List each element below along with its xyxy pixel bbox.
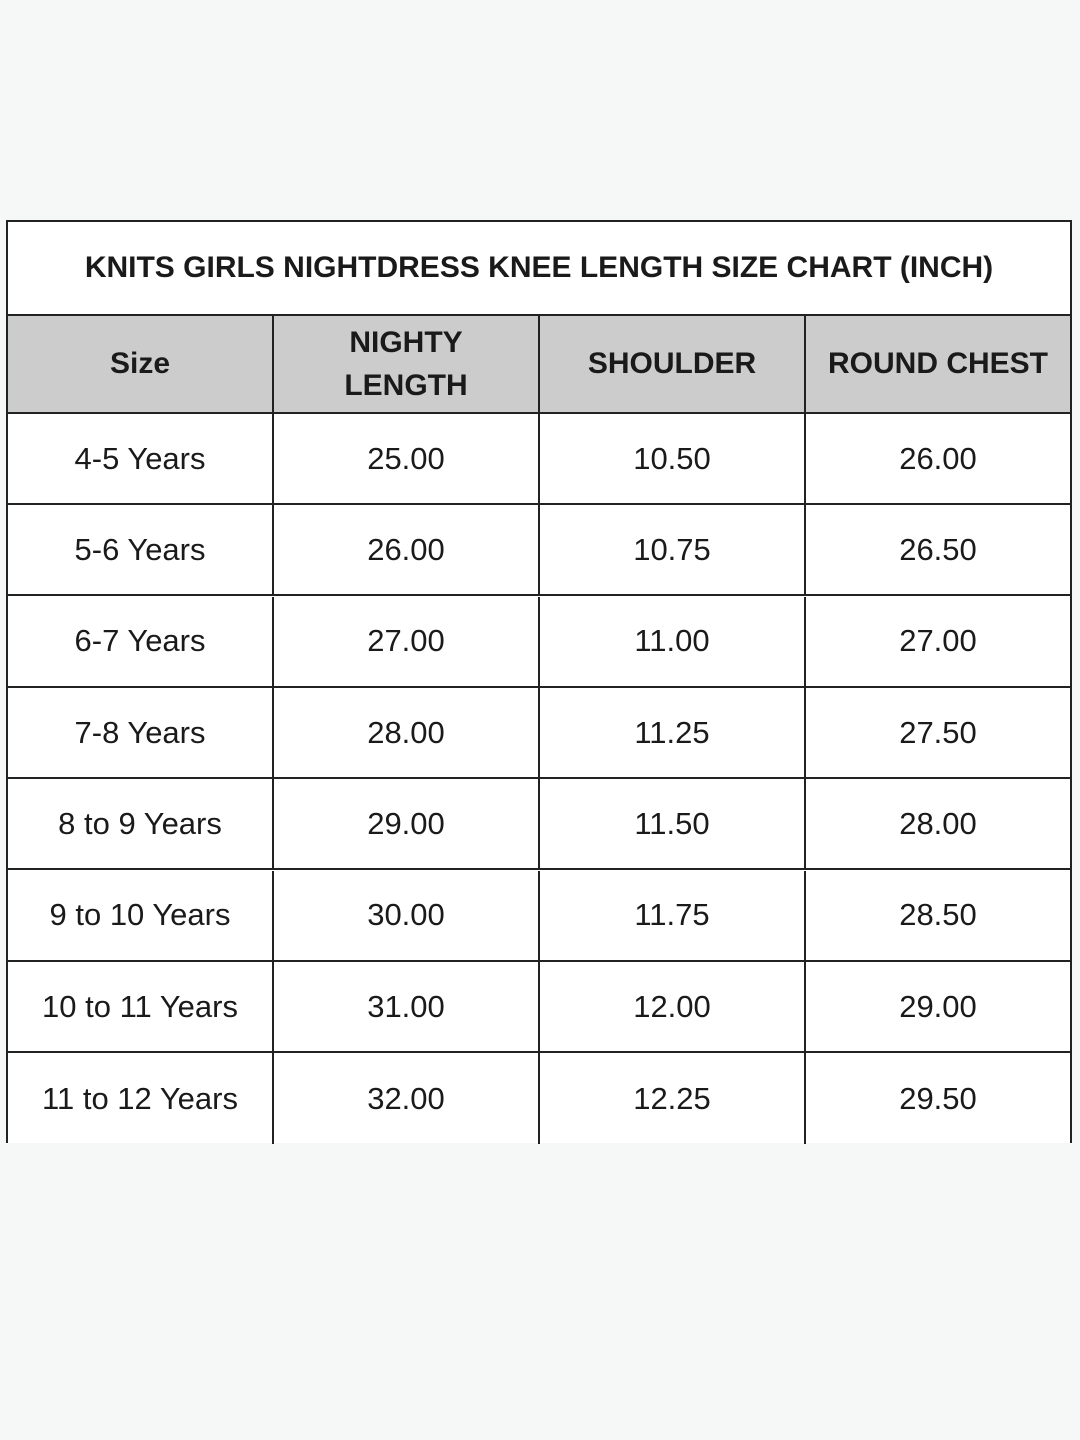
table-row: 9 to 10 Years 30.00 11.75 28.50: [8, 870, 1070, 962]
table-row: 6-7 Years 27.00 11.00 27.00: [8, 596, 1070, 688]
cell-round-chest: 28.00: [899, 805, 977, 841]
cell-size: 10 to 11 Years: [8, 961, 274, 1051]
cell-nighty-length: 27.00: [274, 596, 540, 686]
cell-round-chest: 29.50: [899, 1080, 977, 1116]
cell-size: 5-6 Years: [8, 505, 274, 595]
cell-shoulder: 10.50: [540, 414, 806, 503]
table-row: 4-5 Years 25.00 10.50 26.00: [8, 414, 1070, 505]
cell-shoulder: 11.50: [540, 779, 806, 869]
table-row: 7-8 Years 28.00 11.25 27.50: [8, 687, 1070, 779]
cell-nighty-length: 28.00: [274, 687, 540, 777]
size-chart-table: KNITS GIRLS NIGHTDRESS KNEE LENGTH SIZE …: [6, 220, 1072, 1145]
cell-size: 9 to 10 Years: [8, 870, 274, 960]
cell-round-chest: 29.00: [899, 988, 977, 1024]
cell-shoulder: 11.00: [540, 596, 806, 686]
cell-nighty-length: 25.00: [274, 414, 540, 503]
cell-size: 8 to 9 Years: [8, 779, 274, 869]
cell-shoulder: 12.25: [540, 1053, 806, 1145]
cell-round-chest: 26.00: [899, 440, 977, 476]
cell-round-chest: 27.50: [899, 714, 977, 750]
cell-size: 6-7 Years: [8, 596, 274, 686]
table-header-row: Size NIGHTY LENGTH SHOULDER ROUND CHEST: [8, 316, 1070, 414]
cell-size: 7-8 Years: [8, 687, 274, 777]
cell-size: 4-5 Years: [8, 414, 274, 503]
table-row: 11 to 12 Years 32.00 12.25 29.50: [8, 1053, 1070, 1145]
cell-nighty-length: 30.00: [274, 870, 540, 960]
table-row: 10 to 11 Years 31.00 12.00 29.00: [8, 961, 1070, 1053]
cell-nighty-length: 26.00: [274, 505, 540, 595]
cell-round-chest: 27.00: [899, 623, 977, 659]
cell-shoulder: 10.75: [540, 505, 806, 595]
cell-round-chest: 28.50: [899, 897, 977, 933]
header-size: Size: [8, 316, 274, 412]
table-title: KNITS GIRLS NIGHTDRESS KNEE LENGTH SIZE …: [8, 222, 1070, 316]
cell-round-chest: 26.50: [899, 532, 977, 568]
cell-shoulder: 11.75: [540, 870, 806, 960]
header-nighty-length-label: NIGHTY LENGTH: [344, 325, 468, 403]
header-shoulder: SHOULDER: [540, 316, 806, 412]
header-nighty-length: NIGHTY LENGTH: [274, 316, 540, 412]
cell-nighty-length: 31.00: [274, 961, 540, 1051]
cell-nighty-length: 32.00: [274, 1053, 540, 1145]
table-row: 8 to 9 Years 29.00 11.50 28.00: [8, 779, 1070, 871]
cell-shoulder: 12.00: [540, 961, 806, 1051]
cell-nighty-length: 29.00: [274, 779, 540, 869]
table-row: 5-6 Years 26.00 10.75 26.50: [8, 505, 1070, 597]
cell-shoulder: 11.25: [540, 687, 806, 777]
header-round-chest: ROUND CHEST: [827, 347, 1048, 381]
cell-size: 11 to 12 Years: [8, 1053, 274, 1145]
